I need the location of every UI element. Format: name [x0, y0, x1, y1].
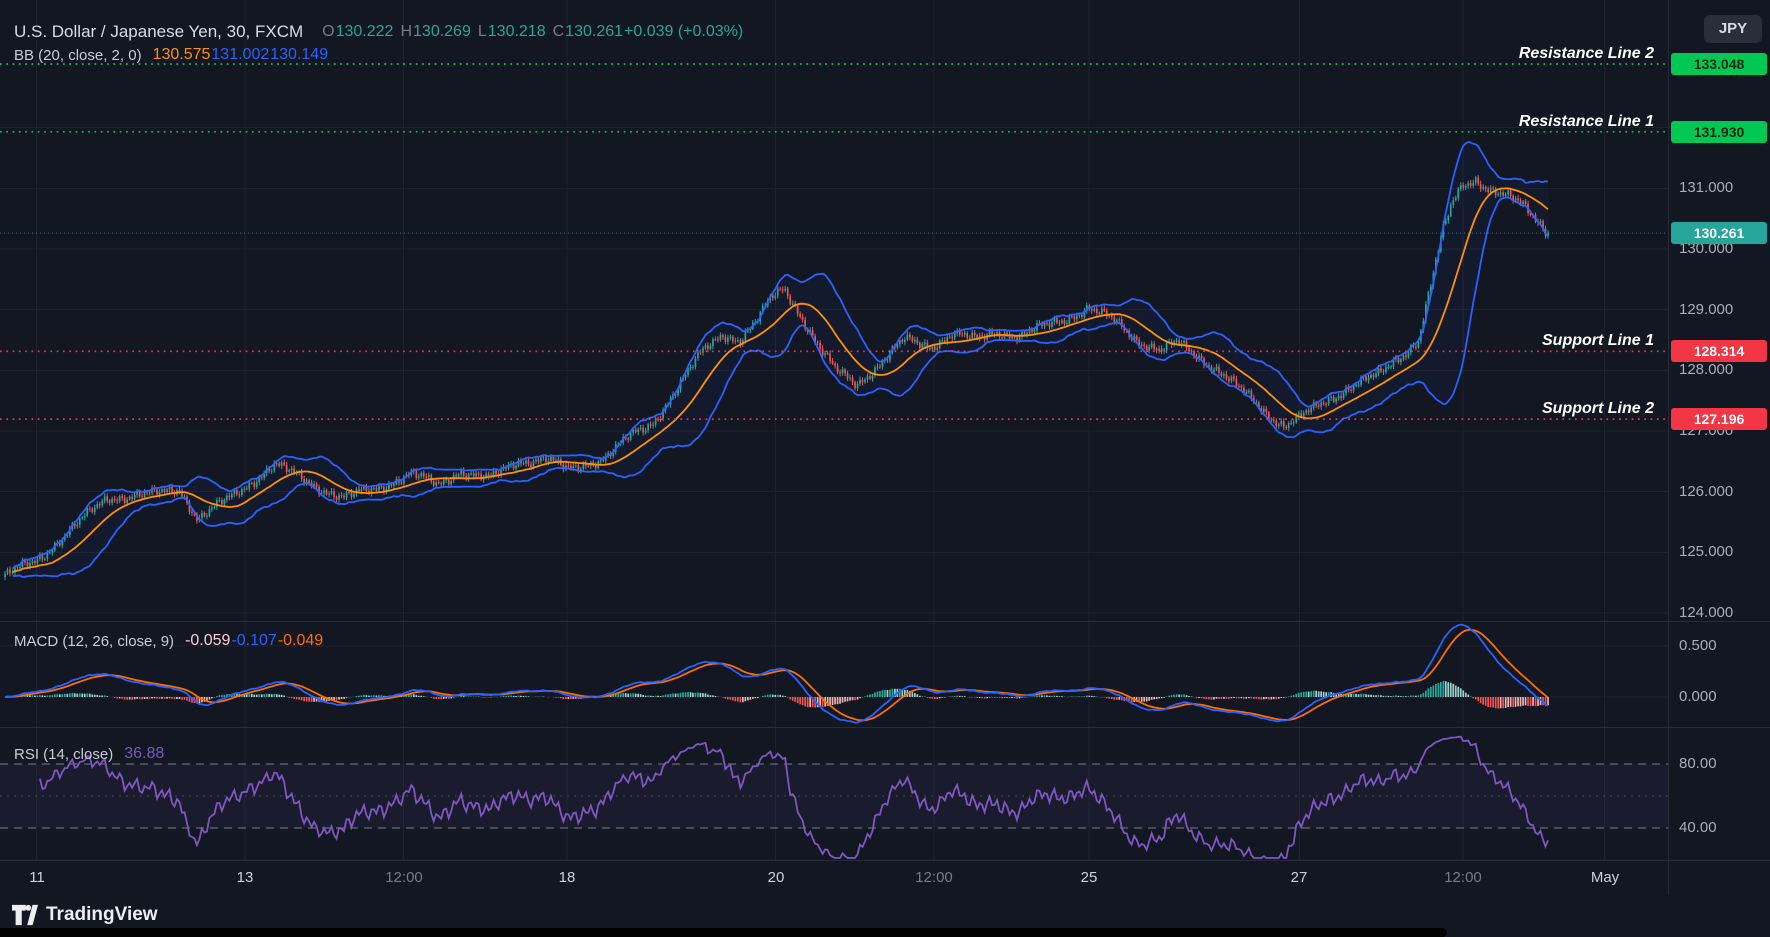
price-axis[interactable]: JPY 131.000 130.000 129.000 128.000 127.000 1…: [1669, 0, 1770, 895]
bollinger-title: BB (20, close, 2, 0): [14, 46, 142, 64]
currency-badge: JPY: [1704, 15, 1762, 43]
macd-signal-value: -0.049: [277, 632, 324, 649]
high-value: 130.269: [413, 23, 471, 40]
macd-plot: [0, 621, 1668, 727]
price-axis-label: 124.000: [1679, 604, 1734, 621]
bollinger-legend[interactable]: BB (20, close, 2, 0) 130.575 131.002 130…: [14, 46, 328, 64]
close-label: C: [552, 23, 565, 40]
rsi-value: 36.88: [124, 745, 165, 762]
resistance-price-badge: 131.930: [1671, 121, 1767, 143]
price-axis-label: 126.000: [1679, 483, 1734, 500]
bottom-bar: [0, 928, 1447, 937]
last-price-badge: 130.261: [1671, 222, 1767, 244]
price-axis-label: 130.000: [1679, 240, 1734, 257]
support-line-1-label[interactable]: Support Line 1: [1542, 332, 1654, 349]
low-label: L: [477, 23, 487, 40]
support-price-badge: 127.196: [1671, 408, 1767, 430]
resistance-line-2-label[interactable]: Resistance Line 2: [1518, 45, 1654, 62]
time-axis-label: 11: [29, 869, 45, 886]
macd-title: MACD (12, 26, close, 9): [14, 632, 175, 650]
rsi-legend[interactable]: RSI (14, close) 36.88: [14, 745, 164, 763]
change-value: +0.039 (+0.03%): [624, 23, 744, 40]
price-axis-border: [1668, 0, 1669, 895]
bb-upper-value: 131.002: [211, 46, 270, 63]
macd-pane[interactable]: MACD (12, 26, close, 9) -0.059 -0.107 -0…: [0, 621, 1668, 727]
tradingview-logo[interactable]: TradingView: [12, 903, 158, 927]
time-axis-label: 18: [558, 869, 576, 886]
time-axis-label: 20: [767, 869, 785, 886]
time-axis-label: 13: [236, 869, 254, 886]
low-value: 130.218: [487, 23, 546, 40]
tradingview-logo-text: TradingView: [46, 904, 158, 925]
time-axis-label: 25: [1080, 869, 1098, 886]
pane-separator[interactable]: [0, 727, 1770, 728]
price-axis-label: 129.000: [1679, 301, 1734, 318]
macd-legend[interactable]: MACD (12, 26, close, 9) -0.059 -0.107 -0…: [14, 632, 323, 650]
support-line-2-label[interactable]: Support Line 2: [1542, 400, 1654, 417]
high-label: H: [400, 23, 413, 40]
close-value: 130.261: [565, 23, 624, 40]
time-axis-label: 12:00: [385, 869, 423, 886]
price-axis-label: 125.000: [1679, 543, 1734, 560]
bb-basis-value: 130.575: [152, 46, 211, 63]
time-axis-label: 12:00: [915, 869, 953, 886]
macd-hist-value: -0.059: [185, 632, 231, 649]
symbol-legend[interactable]: U.S. Dollar / Japanese Yen, 30, FXCM O 13…: [14, 22, 743, 42]
support-price-badge: 128.314: [1671, 340, 1767, 362]
resistance-price-badge: 133.048: [1671, 53, 1767, 75]
main-price-pane[interactable]: U.S. Dollar / Japanese Yen, 30, FXCM O 13…: [0, 0, 1668, 621]
price-axis-label: 131.000: [1679, 179, 1734, 196]
resistance-line-1-label[interactable]: Resistance Line 1: [1518, 113, 1654, 130]
symbol-title: U.S. Dollar / Japanese Yen, 30, FXCM: [14, 22, 304, 41]
pane-separator[interactable]: [0, 621, 1770, 622]
axis-separator: [0, 860, 1770, 861]
rsi-axis-label: 80.00: [1679, 755, 1717, 772]
time-axis-label: May: [1590, 869, 1620, 886]
time-axis-label: 27: [1290, 869, 1308, 886]
open-value: 130.222: [335, 23, 394, 40]
time-axis-label: 12:00: [1444, 869, 1482, 886]
bb-lower-value: 130.149: [270, 46, 329, 63]
rsi-axis-label: 40.00: [1679, 819, 1717, 836]
price-axis-label: 128.000: [1679, 361, 1734, 378]
macd-axis-label: 0.500: [1679, 637, 1717, 654]
tradingview-logo-icon: [12, 904, 38, 926]
time-axis[interactable]: 11 13 12:00 18 20 12:00 25 27 12:00 May: [0, 860, 1770, 895]
rsi-plot: [0, 727, 1668, 860]
rsi-title: RSI (14, close): [14, 745, 114, 763]
candlestick-plot: [0, 0, 1668, 621]
macd-axis-label: 0.000: [1679, 688, 1717, 705]
rsi-pane[interactable]: RSI (14, close) 36.88: [0, 727, 1668, 860]
macd-line-value: -0.107: [231, 632, 277, 649]
open-label: O: [322, 23, 335, 40]
